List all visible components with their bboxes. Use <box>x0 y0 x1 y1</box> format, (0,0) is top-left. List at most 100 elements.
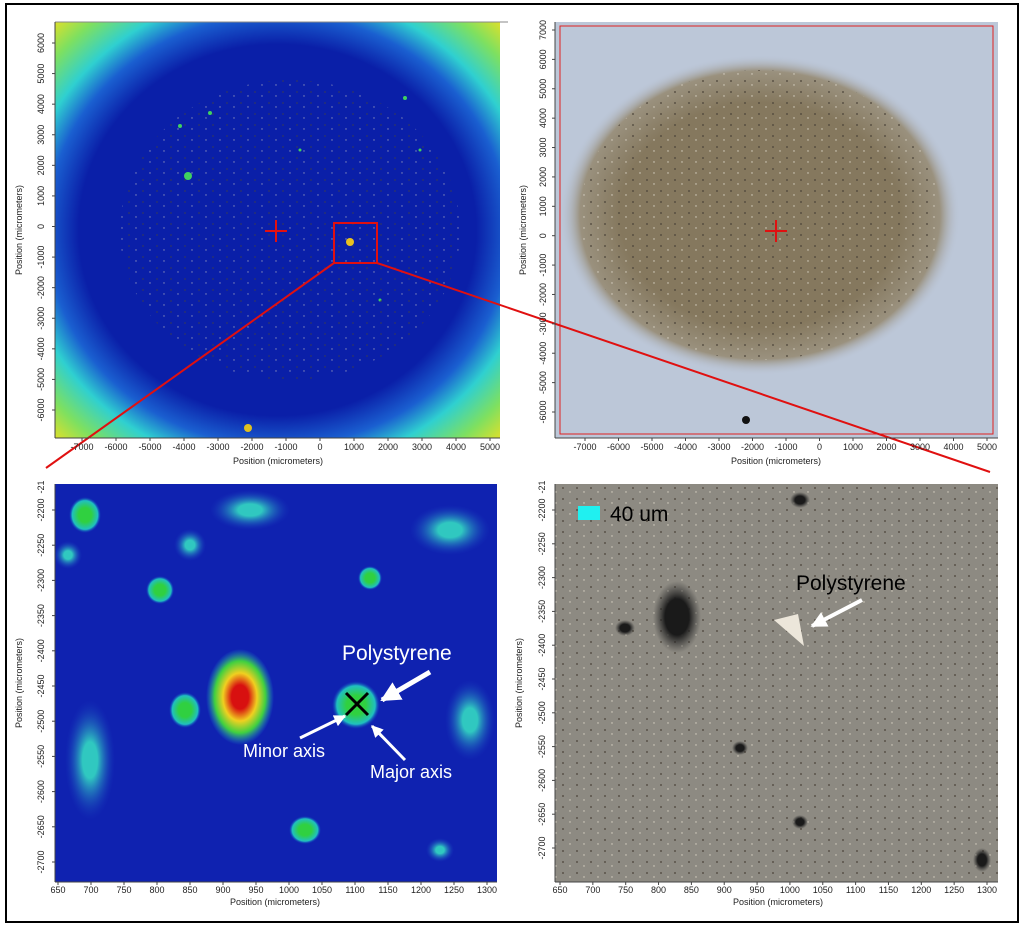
x-tick-label: 5000 <box>480 442 500 452</box>
y-tick-label: -2000 <box>36 276 46 299</box>
x-tick-label: -6000 <box>104 442 127 452</box>
x-tick-label: 1250 <box>944 885 964 895</box>
x-tick-label: -5000 <box>138 442 161 452</box>
y-tick-label: -2200 <box>537 498 547 521</box>
x-tick-label: 650 <box>50 885 65 895</box>
x-tick-label: 700 <box>585 885 600 895</box>
x-tick-label: -3000 <box>707 442 730 452</box>
y-tick-label: -2350 <box>36 604 46 627</box>
x-tick-label: 850 <box>182 885 197 895</box>
x-tick-label: -1000 <box>774 442 797 452</box>
arrow <box>380 669 432 703</box>
y-tick-label: -4000 <box>36 337 46 360</box>
y-tick-label: -1000 <box>36 246 46 269</box>
y-tick-label: 6000 <box>538 49 548 69</box>
arrow <box>370 724 407 762</box>
y-tick-label: -3000 <box>36 307 46 330</box>
y-tick-label: 1000 <box>538 196 548 216</box>
y-tick-label: 3000 <box>36 125 46 145</box>
y-tick-label: -3000 <box>538 312 548 335</box>
arrow <box>299 714 347 740</box>
center-cross <box>265 220 287 242</box>
x-tick-label: 1100 <box>846 885 865 895</box>
y-axis-label: Position (micrometers) <box>514 638 524 728</box>
y-tick-label: -2650 <box>537 803 547 826</box>
x-tick-label: 1300 <box>977 885 997 895</box>
zoom-map <box>55 484 497 882</box>
particle <box>346 238 354 246</box>
frame <box>5 3 1019 923</box>
x-tick-label: 1150 <box>879 885 898 895</box>
y-tick-label: -2250 <box>36 534 46 557</box>
y-axis-label: Position (micrometers) <box>518 185 528 275</box>
y-tick-label: -5000 <box>36 368 46 391</box>
y-tick-label: 3000 <box>538 138 548 158</box>
y-tick-label: -2300 <box>537 566 547 589</box>
y-tick-label: 6000 <box>36 33 46 53</box>
x-tick-label: -1000 <box>274 442 297 452</box>
y-tick-label: -2250 <box>537 532 547 555</box>
x-tick-label: 0 <box>317 442 322 452</box>
axis-cross <box>344 691 370 717</box>
y-tick-label: 0 <box>538 233 548 238</box>
x-tick-label: 1000 <box>279 885 299 895</box>
y-axis-label: Position (micrometers) <box>14 638 24 728</box>
y-tick-label: -2700 <box>537 836 547 859</box>
y-axis-label: Position (micrometers) <box>14 185 24 275</box>
x-tick-label: 1200 <box>411 885 431 895</box>
x-tick-label: 1300 <box>477 885 497 895</box>
y-tick-label: -2500 <box>36 710 46 733</box>
x-tick-label: 3000 <box>412 442 432 452</box>
y-tick-label: 1000 <box>36 186 46 206</box>
x-tick-label: 3000 <box>910 442 930 452</box>
y-tick-label: -6000 <box>538 400 548 423</box>
x-tick-label: 4000 <box>943 442 963 452</box>
y-tick-label: -1000 <box>538 254 548 277</box>
x-tick-label: -4000 <box>674 442 697 452</box>
y-tick-label: -2700 <box>36 850 46 873</box>
y-tick-label: -2650 <box>36 815 46 838</box>
x-tick-label: 700 <box>83 885 98 895</box>
y-tick-label: 4000 <box>538 108 548 128</box>
y-tick-label: -21 <box>36 480 46 493</box>
y-tick-label: -2450 <box>36 674 46 697</box>
x-tick-label: -2000 <box>240 442 263 452</box>
x-tick-label: 900 <box>215 885 230 895</box>
arrow <box>810 598 863 628</box>
x-axis-label: Position (micrometers) <box>731 456 821 466</box>
y-tick-label: -2550 <box>537 735 547 758</box>
y-tick-label: 5000 <box>538 79 548 99</box>
y-tick-label: 2000 <box>36 155 46 175</box>
x-tick-label: 750 <box>618 885 633 895</box>
y-tick-label: -2550 <box>36 745 46 768</box>
polystyrene-particle <box>774 614 804 646</box>
x-tick-label: -3000 <box>206 442 229 452</box>
x-tick-label: 1250 <box>444 885 464 895</box>
y-tick-label: -2400 <box>36 639 46 662</box>
y-tick-label: 7000 <box>538 20 548 40</box>
y-tick-label: 4000 <box>36 94 46 114</box>
scale-label: 40 um <box>610 503 668 526</box>
x-tick-label: -7000 <box>70 442 93 452</box>
x-tick-label: 1050 <box>813 885 833 895</box>
zoom-line <box>45 262 335 469</box>
y-tick-label: -2400 <box>537 634 547 657</box>
x-axis-label: Position (micrometers) <box>233 456 323 466</box>
zoom-line <box>376 262 991 473</box>
x-tick-label: 1000 <box>843 442 863 452</box>
annotation: Major axis <box>370 762 452 782</box>
y-tick-label: -21 <box>537 480 547 493</box>
blobs <box>54 490 495 862</box>
dark-particle <box>653 581 701 653</box>
x-tick-label: 800 <box>149 885 164 895</box>
y-tick-label: 0 <box>36 224 46 229</box>
y-tick-label: -2600 <box>36 780 46 803</box>
y-tick-label: -2200 <box>36 498 46 521</box>
x-tick-label: -2000 <box>741 442 764 452</box>
x-tick-label: 4000 <box>446 442 466 452</box>
x-tick-label: 1000 <box>344 442 364 452</box>
y-tick-label: -2450 <box>537 667 547 690</box>
x-tick-label: 1100 <box>345 885 364 895</box>
scale-bar <box>578 506 600 520</box>
